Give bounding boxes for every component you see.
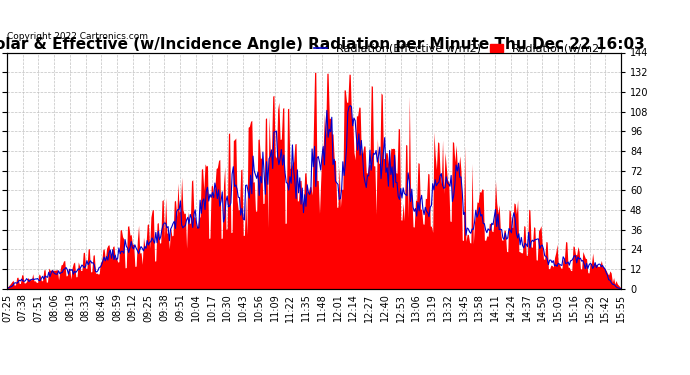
Text: Copyright 2022 Cartronics.com: Copyright 2022 Cartronics.com [7,32,148,41]
Title: Solar & Effective (w/Incidence Angle) Radiation per Minute Thu Dec 22 16:03: Solar & Effective (w/Incidence Angle) Ra… [0,38,644,52]
Legend: Radiation(Effective w/m2), Radiation(w/m2): Radiation(Effective w/m2), Radiation(w/m… [310,39,609,58]
